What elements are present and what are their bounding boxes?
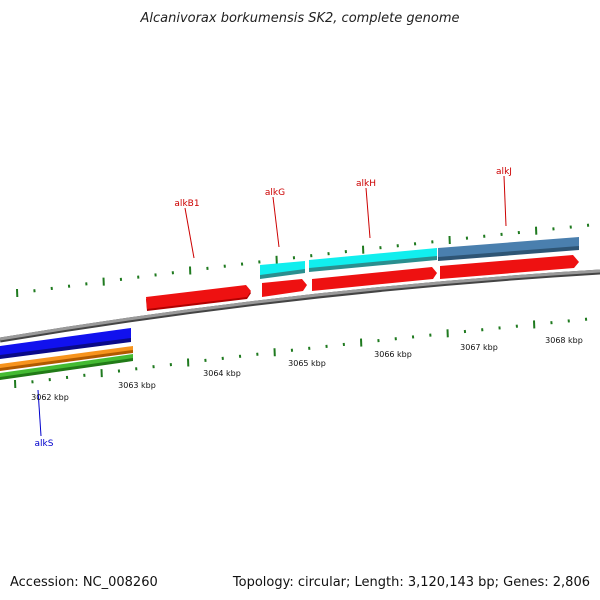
alkG-leader (272, 196, 280, 248)
gene-label-alkJ[interactable]: alkJ (496, 167, 512, 177)
map-title: Alcanivorax borkumensis SK2, complete ge… (139, 11, 459, 26)
accession-text: Accession: NC_008260 (10, 575, 158, 590)
inner-tick-track (14, 317, 588, 389)
kbp-label-3068: 3068 kbp (545, 336, 583, 345)
kbp-label-3065: 3065 kbp (288, 359, 326, 368)
kbp-label-3066: 3066 kbp (374, 350, 412, 359)
gene-label-alkH[interactable]: alkH (356, 179, 376, 189)
kbp-label-3063: 3063 kbp (118, 381, 156, 390)
alkH-leader (365, 187, 371, 239)
gene-label-alkG[interactable]: alkG (265, 188, 285, 198)
alkJ-feature[interactable] (438, 237, 579, 279)
alkH-feature[interactable] (309, 248, 437, 291)
genome-backbone (0, 269, 600, 341)
kbp-label-3067: 3067 kbp (460, 343, 498, 352)
gene-label-alkB1[interactable]: alkB1 (174, 199, 199, 209)
alkS-leader (37, 389, 42, 437)
alkG-feature[interactable] (260, 261, 307, 297)
alkB1-feature[interactable] (146, 285, 251, 311)
gene-label-alkS[interactable]: alkS (35, 439, 54, 449)
genome-summary-text: Topology: circular; Length: 3,120,143 bp… (232, 575, 590, 590)
outer-tick-track (16, 223, 590, 298)
alkJ-leader (503, 175, 507, 227)
alkB1-leader (184, 207, 195, 259)
alkS-feature[interactable] (0, 328, 133, 380)
kbp-label-3062: 3062 kbp (31, 393, 69, 402)
kbp-label-3064: 3064 kbp (203, 369, 241, 378)
